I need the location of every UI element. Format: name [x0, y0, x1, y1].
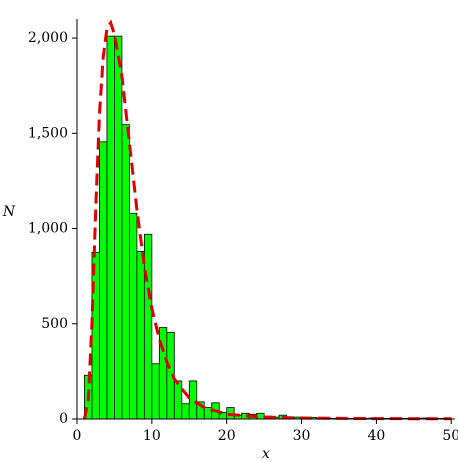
y-tick-label: 0 — [59, 411, 68, 427]
x-tick-label: 40 — [367, 428, 385, 444]
bar — [203, 407, 213, 420]
bar — [128, 212, 138, 420]
x-tick-label: 50 — [442, 428, 458, 444]
y-tick-label: 1,500 — [28, 125, 68, 141]
bar — [91, 251, 100, 420]
y-tick-label: 2,000 — [28, 30, 68, 46]
x-tick-label: 0 — [73, 428, 82, 444]
bar — [106, 35, 115, 420]
x-tick-label: 20 — [218, 428, 236, 444]
bar — [151, 363, 160, 420]
x-tick-label: 30 — [293, 428, 311, 444]
y-tick-label: 1,000 — [28, 221, 68, 237]
bar — [181, 403, 190, 420]
bar — [188, 380, 198, 420]
y-tick-label: 500 — [41, 316, 68, 332]
bar — [136, 250, 145, 420]
x-tick-label: 10 — [143, 428, 161, 444]
fit-curve — [83, 19, 452, 421]
bar — [121, 124, 130, 420]
bar — [99, 141, 108, 420]
y-axis-label: N — [2, 204, 16, 220]
bar — [143, 233, 153, 420]
x-axis-label: x — [262, 446, 270, 462]
bar — [114, 35, 123, 420]
bar — [173, 380, 183, 420]
